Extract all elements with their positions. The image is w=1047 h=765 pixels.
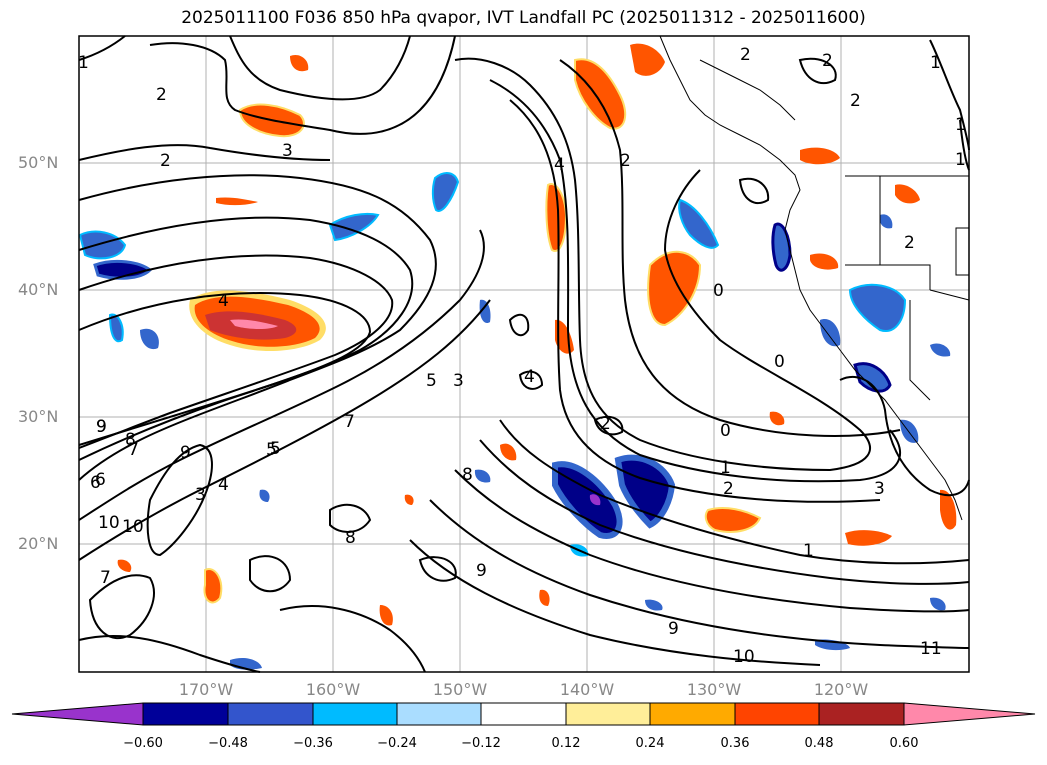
contour-label: 1 xyxy=(803,541,814,561)
contour-label: 4 xyxy=(554,155,565,175)
contour-label: 3 xyxy=(195,485,206,505)
colorbar-swatch xyxy=(312,702,398,726)
colorbar-tick: −0.48 xyxy=(208,736,248,751)
contour-label-group: 1 2 2 2 2 2 3 2 4 1 1 1 2 4 5 0 0 0 1 2 … xyxy=(78,45,966,667)
contour-label: 5 xyxy=(270,439,281,459)
colorbar-extend-low xyxy=(11,702,144,726)
contour-label: 2 xyxy=(600,414,611,434)
contour-label: 10 xyxy=(733,647,755,667)
lat-label-50n: 50°N xyxy=(18,153,59,172)
contour-label: 2 xyxy=(160,151,171,171)
contour-label: 1 xyxy=(78,53,89,73)
colorbar xyxy=(11,702,1036,726)
contour-label: 1 xyxy=(955,115,966,135)
contour-label: 10 xyxy=(98,513,120,533)
contour-label: 9 xyxy=(668,619,679,639)
lon-label-130w: 130°W xyxy=(686,680,742,699)
colorbar-tick: −0.24 xyxy=(377,736,417,751)
contour-label: 8 xyxy=(462,465,473,485)
contour-label: 3 xyxy=(874,479,885,499)
contour-label: 9 xyxy=(180,443,191,463)
lon-label-170w: 170°W xyxy=(178,680,234,699)
contour-label: 0 xyxy=(720,421,731,441)
contour-label: 2 xyxy=(156,85,167,105)
colorbar-tick: −0.36 xyxy=(293,736,333,751)
contour-label: 8 xyxy=(345,528,356,548)
contour-label: 11 xyxy=(920,639,942,659)
contour-label: 9 xyxy=(96,417,107,437)
contour-label: 7 xyxy=(344,412,355,432)
colorbar-tick: −0.12 xyxy=(461,736,501,751)
colorbar-swatch xyxy=(227,702,314,726)
contour-label: 1 xyxy=(930,53,941,73)
contour-label: 10 xyxy=(122,517,144,537)
contour-label: 1 xyxy=(720,458,731,478)
contour-label: 5 xyxy=(266,440,277,460)
plot-frame xyxy=(78,35,970,673)
contour-label: 2 xyxy=(740,45,751,65)
contour-label: 5 xyxy=(426,371,437,391)
colorbar-swatch xyxy=(818,702,905,726)
contour-label: 9 xyxy=(476,561,487,581)
lon-label-120w: 120°W xyxy=(813,680,869,699)
contour-label: 7 xyxy=(100,568,111,588)
contour-label: 4 xyxy=(218,475,229,495)
contour-label: 3 xyxy=(453,371,464,391)
contour-label: 4 xyxy=(218,291,229,311)
contour-label: 2 xyxy=(904,233,915,253)
colorbar-swatch xyxy=(396,702,482,726)
colorbar-swatch xyxy=(565,702,651,726)
colorbar-tick: 0.48 xyxy=(804,736,834,751)
colorbar-swatch xyxy=(142,702,229,726)
contour-label: 7 xyxy=(128,440,139,460)
lat-label-30n: 30°N xyxy=(18,407,59,426)
contour-label: 2 xyxy=(620,151,631,171)
colorbar-tick: −0.60 xyxy=(123,736,163,751)
contour-label: 6 xyxy=(90,473,101,493)
coastline xyxy=(659,35,970,521)
lon-label-160w: 160°W xyxy=(305,680,361,699)
colorbar-swatch xyxy=(649,702,736,726)
colorbar-extend-high xyxy=(903,702,1036,726)
colorbar-swatch xyxy=(480,702,567,726)
plot-title: 2025011100 F036 850 hPa qvapor, IVT Land… xyxy=(181,8,866,28)
colorbar-tick: 0.24 xyxy=(635,736,665,751)
contour-label: 2 xyxy=(822,51,833,71)
contour-label: 1 xyxy=(955,150,966,170)
lat-label-40n: 40°N xyxy=(18,280,59,299)
contour-label: 8 xyxy=(125,430,136,450)
colorbar-tick: 0.36 xyxy=(720,736,750,751)
lon-label-150w: 150°W xyxy=(432,680,488,699)
colorbar-tick: 0.12 xyxy=(551,736,581,751)
qvapor-fill-patches xyxy=(78,43,957,670)
contour-label: 2 xyxy=(850,91,861,111)
contour-label: 0 xyxy=(774,352,785,372)
lon-label-140w: 140°W xyxy=(559,680,615,699)
contour-label: 0 xyxy=(713,281,724,301)
contour-label: 9 xyxy=(96,417,107,437)
colorbar-tick: 0.60 xyxy=(889,736,919,751)
contour-label: 3 xyxy=(282,141,293,161)
lat-label-20n: 20°N xyxy=(18,534,59,553)
colorbar-swatch xyxy=(734,702,820,726)
contour-label: 2 xyxy=(723,479,734,499)
contour-label: 4 xyxy=(524,367,535,387)
ivt-contours xyxy=(78,35,970,673)
contour-label: 6 xyxy=(95,470,106,490)
